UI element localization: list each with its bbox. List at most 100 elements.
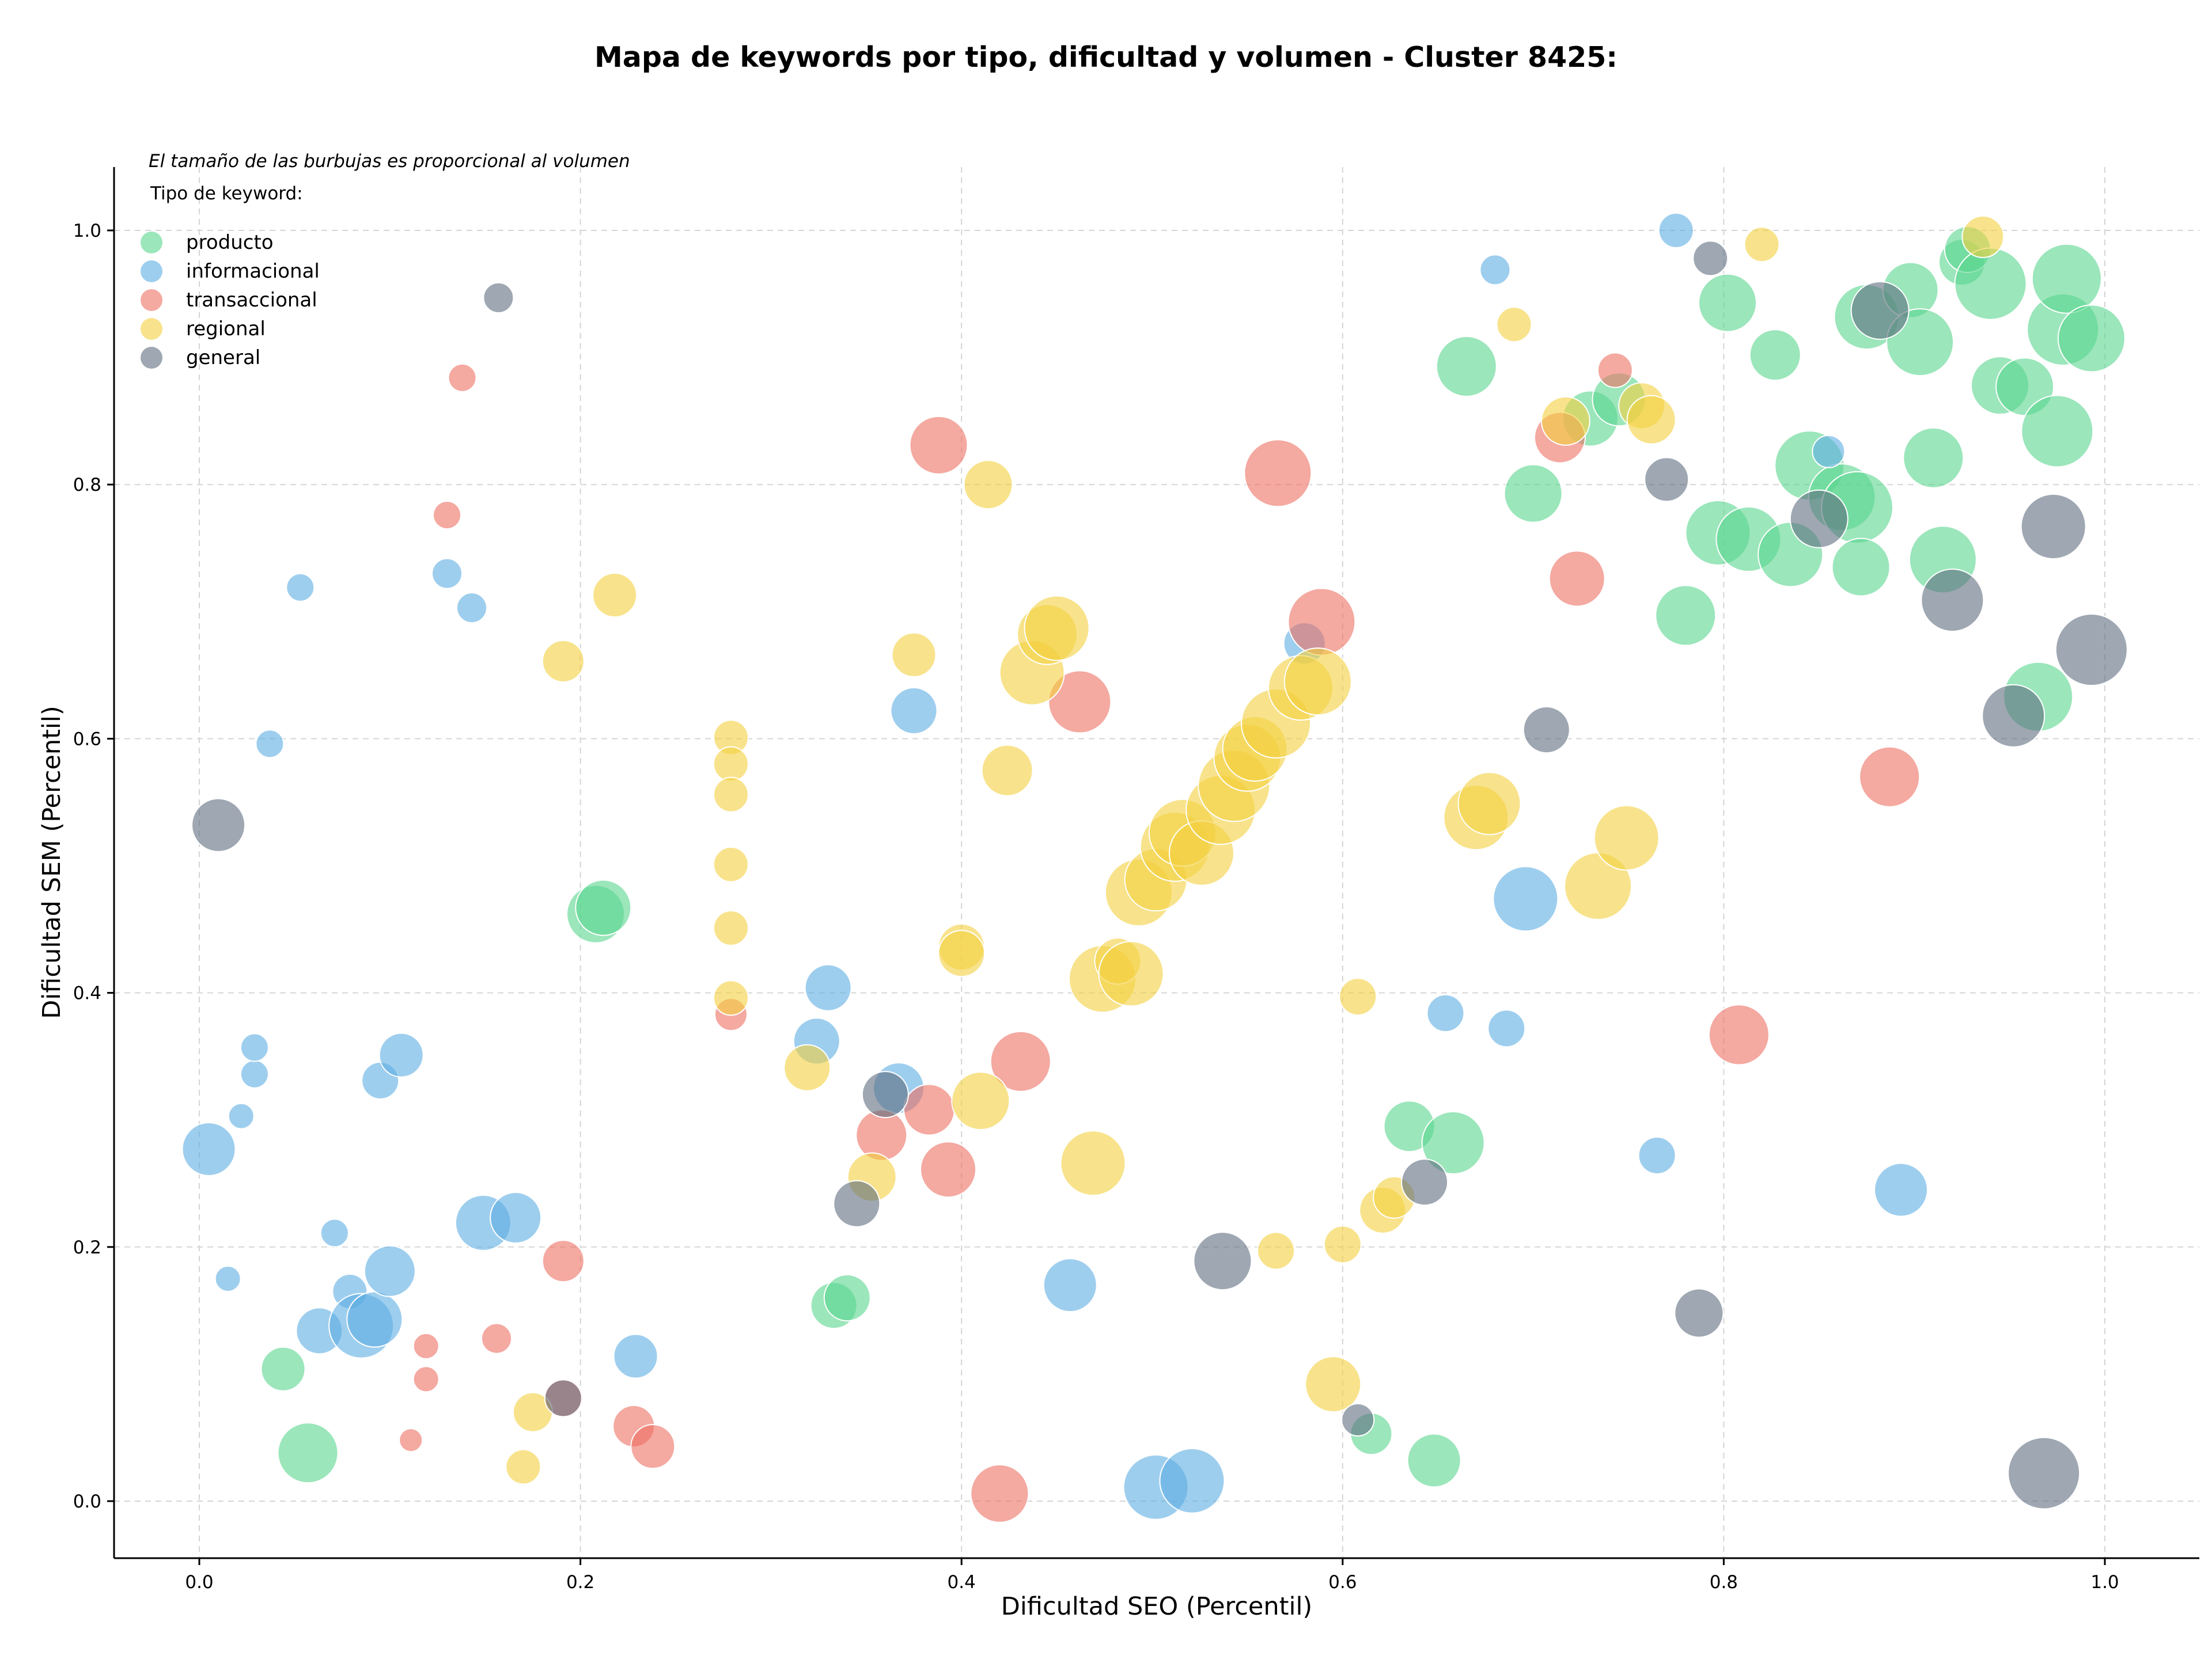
bubble-informacional: [1874, 1162, 1929, 1217]
bubble-general: [1341, 1403, 1375, 1437]
bubble-general: [1401, 1158, 1449, 1206]
bubble-producto: [1903, 427, 1964, 488]
bubble-transaccional: [1859, 746, 1921, 808]
bubble-informacional: [1479, 254, 1511, 286]
size-annotation: El tamaño de las burbujas es proporciona…: [149, 151, 630, 172]
x-tick-label: 1.0: [2090, 1572, 2119, 1593]
bubble-general: [1982, 684, 2046, 748]
legend-items: producto informacional transaccional region…: [141, 231, 320, 369]
bubble-general: [1674, 1288, 1724, 1338]
bubble-regional: [713, 776, 749, 813]
bubble-regional: [505, 1449, 541, 1485]
bubble-regional: [1024, 595, 1090, 661]
y-tick-label: 1.0: [73, 221, 101, 241]
bubble-regional: [1060, 1130, 1126, 1196]
x-tick-label: 0.4: [948, 1572, 976, 1593]
bubble-transaccional: [1048, 670, 1112, 734]
bubble-transaccional: [630, 1424, 676, 1469]
bubble-regional: [1283, 647, 1352, 716]
bubble-regional: [541, 639, 585, 683]
legend-marker-producto: [141, 232, 162, 253]
bubble-general: [1522, 706, 1570, 753]
bubble-transaccional: [412, 1366, 440, 1393]
bubble-informacional: [1638, 1136, 1676, 1175]
x-tick-label: 0.2: [566, 1572, 594, 1593]
bubble-producto: [1421, 1111, 1485, 1175]
bubble-informacional: [1043, 1257, 1097, 1312]
bubble-producto: [277, 1422, 339, 1484]
bubble-regional: [981, 744, 1033, 797]
bubble-informacional: [456, 592, 488, 624]
bubble-producto: [1831, 537, 1891, 597]
bubble-regional: [1626, 395, 1676, 445]
bubble-regional: [713, 746, 749, 782]
bubble-producto: [2021, 395, 2094, 468]
bubble-informacional: [613, 1334, 658, 1379]
bubble-producto: [1698, 273, 1758, 332]
legend-label-informacional: informacional: [186, 260, 320, 283]
bubble-transaccional: [970, 1464, 1029, 1523]
bubble-regional: [1496, 306, 1532, 343]
bubble-producto: [1655, 585, 1717, 646]
bubble-informacional: [1426, 994, 1465, 1032]
bubble-layer: [181, 213, 2128, 1523]
bubble-transaccional: [1708, 1004, 1770, 1066]
bubble-transaccional: [909, 415, 968, 475]
bubble-regional: [1257, 1232, 1296, 1270]
bubble-informacional: [286, 573, 315, 602]
x-tick-label: 0.0: [185, 1572, 213, 1593]
bubble-general: [1692, 240, 1729, 276]
y-ticks: 0.0 0.2 0.4 0.6 0.8 1.0: [73, 221, 114, 1512]
x-ticks: 0.0 0.2 0.4 0.6 0.8 1.0: [185, 1558, 2119, 1593]
bubble-producto: [1503, 464, 1563, 523]
legend-marker-transaccional: [141, 289, 162, 311]
bubble-producto: [2057, 304, 2126, 373]
bubble-regional: [1961, 215, 2005, 259]
bubble-transaccional: [399, 1428, 423, 1453]
bubble-regional: [713, 846, 749, 882]
bubble-regional: [1339, 978, 1377, 1016]
bubble-informacional: [1487, 1009, 1526, 1048]
legend-marker-informacional: [141, 260, 162, 282]
bubble-general: [861, 1071, 909, 1119]
bubble-transaccional: [481, 1323, 513, 1354]
y-axis-label: Dificultad SEM (Percentil): [37, 706, 66, 1019]
bubble-general: [1193, 1232, 1252, 1291]
bubble-informacional: [346, 1291, 403, 1348]
y-tick-label: 0.8: [73, 475, 101, 495]
bubble-transaccional: [903, 1084, 955, 1136]
grid-lines: [114, 167, 2199, 1558]
bubble-informacional: [1812, 434, 1846, 468]
bubble-regional: [963, 460, 1013, 510]
bubble-general: [1850, 281, 1910, 340]
y-tick-label: 0.2: [73, 1237, 101, 1258]
bubble-transaccional: [1244, 439, 1312, 507]
bubble-producto: [1954, 247, 2027, 320]
bubble-regional: [1457, 771, 1521, 835]
bubble-producto: [1435, 336, 1497, 397]
chart-title: Mapa de keywords por tipo, dificultad y …: [594, 41, 1618, 74]
legend-label-general: general: [186, 346, 260, 369]
bubble-producto: [575, 879, 632, 936]
bubble-general: [1644, 457, 1690, 502]
bubble-transaccional: [412, 1332, 440, 1359]
bubble-transaccional: [433, 501, 462, 530]
bubble-transaccional: [920, 1141, 977, 1198]
bubble-informacional: [214, 1265, 241, 1292]
x-tick-label: 0.6: [1328, 1572, 1357, 1593]
bubble-producto: [1749, 329, 1801, 381]
bubble-regional: [592, 573, 638, 618]
bubble-producto: [1407, 1433, 1461, 1488]
bubble-regional: [1323, 1225, 1362, 1264]
bubble-regional: [938, 930, 986, 978]
bubble-regional: [713, 980, 749, 1016]
bubble-general: [544, 1379, 582, 1418]
bubble-informacional: [378, 1032, 424, 1078]
x-tick-label: 0.8: [1710, 1572, 1738, 1593]
legend-label-regional: regional: [186, 317, 266, 340]
bubble-regional: [891, 632, 937, 677]
y-tick-label: 0.0: [73, 1491, 101, 1512]
bubble-general: [2020, 493, 2086, 559]
legend-label-transaccional: transaccional: [186, 289, 317, 312]
